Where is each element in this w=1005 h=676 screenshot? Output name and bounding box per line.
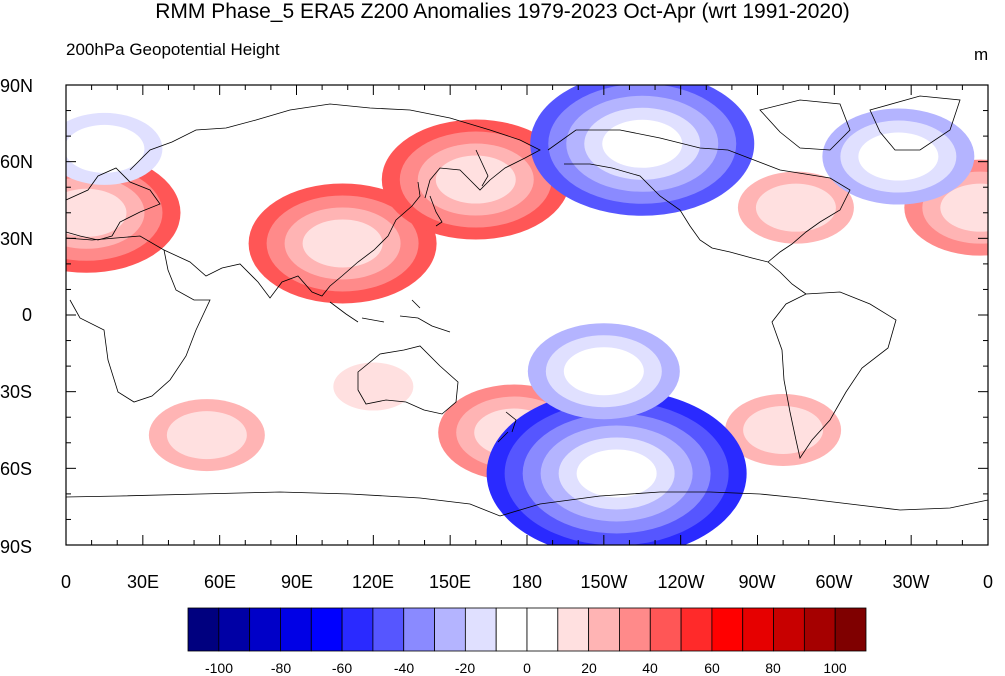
colorbar-box xyxy=(557,607,590,652)
axis-ticks xyxy=(65,84,989,546)
lat-label: 60N xyxy=(0,152,34,172)
colorbar-label: 40 xyxy=(642,660,658,676)
lat-label: 0 xyxy=(22,305,33,325)
colorbar-box xyxy=(341,607,374,652)
lat-label: 60S xyxy=(0,459,33,479)
colorbar-box xyxy=(526,607,559,652)
lon-label: 90E xyxy=(280,572,314,592)
lon-label: 60W xyxy=(815,572,853,592)
colorbar-label: 80 xyxy=(765,660,781,676)
anomaly-contour xyxy=(333,362,414,411)
colorbar-box xyxy=(249,607,281,652)
colorbar-label: -100 xyxy=(204,660,234,676)
colorbar-box xyxy=(372,607,405,652)
coastlines xyxy=(66,95,988,517)
colorbar-box xyxy=(619,607,651,652)
anomaly-contour xyxy=(563,347,644,396)
lon-label: 60E xyxy=(203,572,237,592)
lon-label: 30E xyxy=(126,572,160,592)
lon-label: 0 xyxy=(982,572,993,592)
colorbar-box xyxy=(310,607,343,652)
lon-label: 120E xyxy=(351,572,395,592)
colorbar-box xyxy=(742,607,774,652)
colorbar-box xyxy=(403,607,435,652)
colorbar-box xyxy=(711,607,744,652)
colorbar-box xyxy=(834,607,867,652)
colorbar-box xyxy=(280,607,312,652)
anomaly-contour xyxy=(755,183,836,232)
anomaly-contour xyxy=(589,245,670,293)
colorbar-label: -80 xyxy=(270,660,292,676)
map-subtitle: 200hPa Geopotential Height xyxy=(66,40,280,59)
lat-label: 30S xyxy=(0,382,33,402)
anomaly-contour xyxy=(602,119,683,168)
lat-label: 30N xyxy=(0,229,34,249)
lon-label: 0 xyxy=(60,572,71,592)
colorbar-box xyxy=(773,607,805,652)
anomaly-contour xyxy=(858,132,939,181)
lon-label: 30W xyxy=(892,572,930,592)
anomaly-contour xyxy=(576,449,657,498)
anomaly-contour xyxy=(66,124,145,173)
anomaly-contour xyxy=(302,219,383,268)
colorbar-box xyxy=(803,607,836,652)
anomaly-contour xyxy=(66,188,127,237)
lon-label: 120W xyxy=(657,572,705,592)
anomaly-contour xyxy=(743,406,824,454)
colorbar-label: -40 xyxy=(393,660,415,676)
colorbar-box xyxy=(495,607,528,652)
lon-label: 150E xyxy=(428,572,472,592)
anomaly-contour xyxy=(940,183,988,232)
colorbar-label: -60 xyxy=(331,660,353,676)
anomaly-contour xyxy=(435,155,516,204)
colorbar-box xyxy=(649,607,682,652)
colorbar-label: 100 xyxy=(823,660,847,676)
lon-label: 150W xyxy=(580,572,628,592)
colorbar xyxy=(187,607,867,652)
lat-label: 90S xyxy=(0,537,33,557)
anomaly-contour xyxy=(166,411,247,460)
colorbar-label: 60 xyxy=(704,660,720,676)
colorbar-box xyxy=(218,607,251,652)
colorbar-box xyxy=(434,607,466,652)
colorbar-label: 20 xyxy=(581,660,597,676)
lon-label: 90W xyxy=(738,572,776,592)
colorbar-box xyxy=(187,607,220,652)
lat-label: 90N xyxy=(0,76,34,96)
colorbar-box xyxy=(464,607,497,652)
units-label: m xyxy=(974,45,989,64)
lon-label: 180 xyxy=(511,572,543,592)
map-title: RMM Phase_5 ERA5 Z200 Anomalies 1979-202… xyxy=(155,0,850,23)
colorbar-box xyxy=(680,607,713,652)
colorbar-label: -20 xyxy=(454,660,476,676)
colorbar-label: 0 xyxy=(523,660,531,676)
colorbar-box xyxy=(588,607,620,652)
